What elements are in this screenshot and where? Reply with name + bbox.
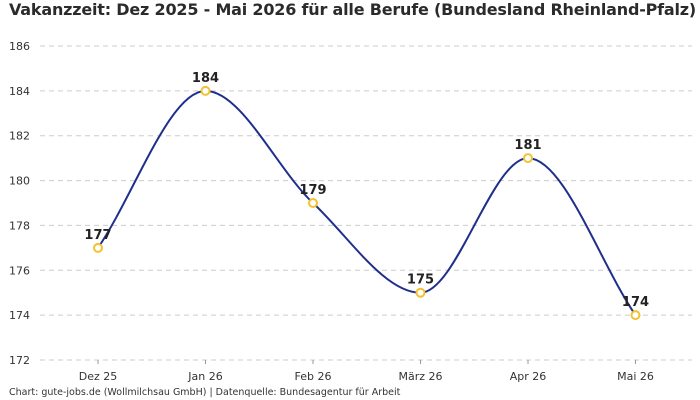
y-tick-label: 186 [9,40,30,53]
data-label: 177 [84,228,111,243]
y-tick-label: 178 [9,219,30,232]
x-tick-label: Dez 25 [79,370,118,383]
series-line [97,89,637,316]
data-point [523,153,533,164]
y-tick-label: 182 [9,130,30,143]
y-tick-label: 180 [9,175,30,188]
x-tick-label: März 26 [398,370,442,383]
data-point [93,242,103,253]
data-label: 175 [407,273,434,288]
data-point [308,198,318,208]
data-point [200,85,211,96]
x-tick-label: Mai 26 [617,370,654,383]
x-tick-label: Feb 26 [295,370,332,383]
y-tick-label: 176 [9,264,30,277]
data-point [630,310,641,321]
chart-title: Vakanzzeit: Dez 2025 - Mai 2026 für alle… [9,0,697,19]
data-label: 179 [299,183,326,198]
data-point [415,287,426,298]
x-tick-label: Jan 26 [187,370,222,383]
data-label: 181 [514,138,541,153]
y-tick-label: 172 [9,354,30,367]
data-label: 174 [622,295,649,310]
y-tick-label: 184 [9,85,30,98]
x-tick-label: Apr 26 [510,370,547,383]
chart-footer: Chart: gute-jobs.de (Wollmilchsau GmbH) … [9,387,401,398]
y-tick-label: 174 [9,309,30,322]
data-label: 184 [192,71,219,86]
